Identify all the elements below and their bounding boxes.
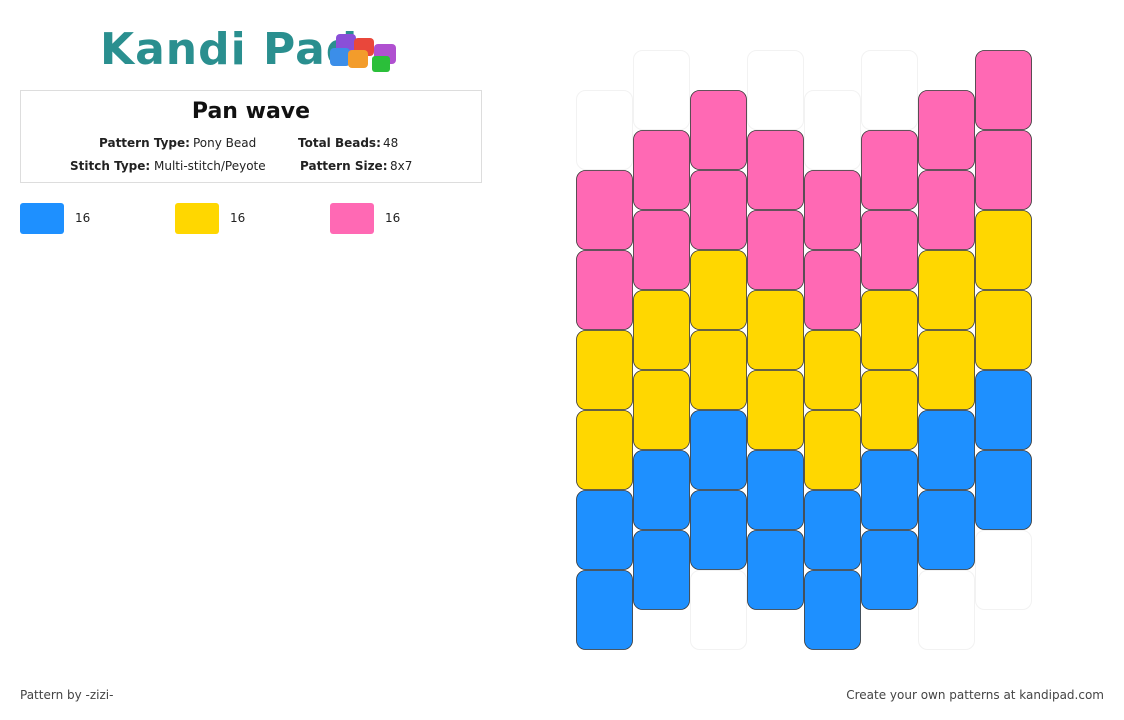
- legend-swatch: [20, 203, 64, 234]
- label: Pattern Size:: [300, 159, 388, 173]
- legend-count: 16: [385, 211, 401, 225]
- bead: [861, 370, 918, 450]
- bead: [690, 90, 747, 170]
- bead: [975, 210, 1032, 290]
- empty-bead: [861, 50, 918, 130]
- bead: [918, 490, 975, 570]
- bead: [975, 450, 1032, 530]
- bead: [975, 50, 1032, 130]
- field-label: Pattern Type:: [99, 136, 190, 150]
- bead: [747, 450, 804, 530]
- bead: [633, 370, 690, 450]
- legend-count: 16: [230, 211, 246, 225]
- empty-bead: [918, 570, 975, 650]
- bead: [975, 130, 1032, 210]
- bead: [690, 330, 747, 410]
- empty-bead: [633, 50, 690, 130]
- legend-swatch: [175, 203, 219, 234]
- bead: [576, 250, 633, 330]
- bead: [975, 290, 1032, 370]
- bead: [861, 530, 918, 610]
- bead: [576, 490, 633, 570]
- logo: Kandi Pad: [100, 24, 359, 75]
- bead: [690, 170, 747, 250]
- bead: [804, 170, 861, 250]
- bead: [576, 410, 633, 490]
- bead: [633, 130, 690, 210]
- bead: [804, 250, 861, 330]
- bead: [918, 410, 975, 490]
- field-value: 8x7: [390, 159, 413, 173]
- bead: [861, 130, 918, 210]
- field-label: Pattern Size:: [300, 159, 388, 173]
- empty-bead: [804, 90, 861, 170]
- bead: [804, 490, 861, 570]
- footer-credit: Pattern by -zizi-: [20, 688, 114, 702]
- label: Stitch Type:: [70, 159, 151, 173]
- bead: [747, 290, 804, 370]
- bead: [576, 170, 633, 250]
- bead: [804, 410, 861, 490]
- bead: [918, 90, 975, 170]
- bead: [861, 210, 918, 290]
- bead: [861, 290, 918, 370]
- bead: [690, 410, 747, 490]
- bead: [918, 330, 975, 410]
- bead: [690, 250, 747, 330]
- bead: [918, 170, 975, 250]
- bead: [918, 250, 975, 330]
- bead: [804, 570, 861, 650]
- bead: [747, 210, 804, 290]
- empty-bead: [975, 530, 1032, 610]
- bead: [861, 450, 918, 530]
- bead: [747, 130, 804, 210]
- bead: [576, 330, 633, 410]
- field-value: Pony Bead: [193, 136, 257, 150]
- pattern-info: Pan wave Pattern Type: Pony Bead Total B…: [20, 90, 482, 183]
- legend-count: 16: [75, 211, 91, 225]
- bead: [804, 330, 861, 410]
- bead: [975, 370, 1032, 450]
- field-label: Stitch Type:: [70, 159, 150, 173]
- bead: [747, 530, 804, 610]
- field-value: Multi-stitch/Peyote: [154, 159, 266, 173]
- logo-beads: [330, 34, 396, 72]
- bead: [690, 490, 747, 570]
- empty-bead: [576, 90, 633, 170]
- bead: [633, 210, 690, 290]
- bead: [576, 570, 633, 650]
- bead: [633, 530, 690, 610]
- bead: [633, 450, 690, 530]
- field-value: 48: [383, 136, 399, 150]
- empty-bead: [690, 570, 747, 650]
- empty-bead: [747, 50, 804, 130]
- label: Pattern Type:: [99, 136, 190, 150]
- footer-link[interactable]: Create your own patterns at kandipad.com: [846, 688, 1104, 702]
- field-label: Total Beads:: [298, 136, 381, 150]
- legend-swatch: [330, 203, 374, 234]
- pattern-title: Pan wave: [191, 99, 311, 124]
- label: Total Beads:: [298, 136, 381, 150]
- bead: [633, 290, 690, 370]
- bead: [747, 370, 804, 450]
